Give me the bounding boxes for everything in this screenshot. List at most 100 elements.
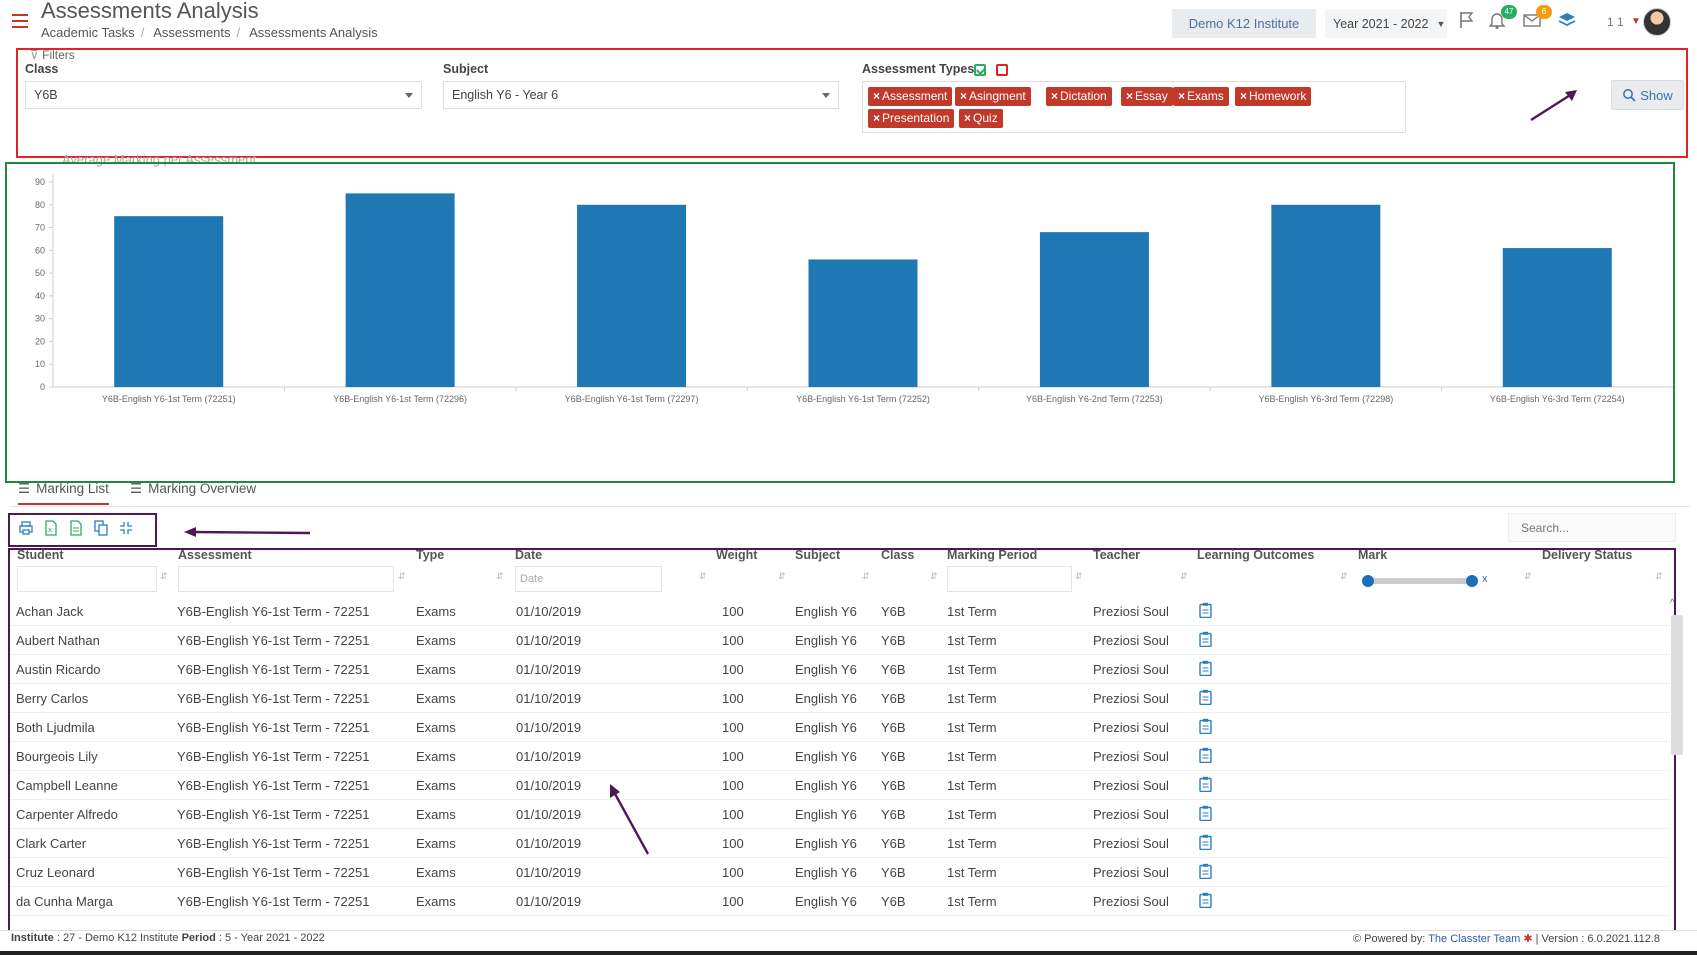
table-row[interactable]: Austin Ricardo Y6B-English Y6-1st Term - … xyxy=(10,655,1670,684)
chart-bar[interactable] xyxy=(577,204,687,387)
chart-bar[interactable] xyxy=(114,216,224,387)
sort-icon[interactable]: ⇵ xyxy=(1524,571,1532,581)
clipboard-icon[interactable] xyxy=(1199,747,1212,763)
type-tag-quiz[interactable]: × Quiz xyxy=(959,109,1003,128)
chart-bar[interactable] xyxy=(1502,248,1612,387)
chart-bar[interactable] xyxy=(1271,204,1381,387)
table-row[interactable]: Campbell Leanne Y6B-English Y6-1st Term -… xyxy=(10,771,1670,800)
table-row[interactable]: Clark Carter Y6B-English Y6-1st Term - 72… xyxy=(10,829,1670,858)
deselect-all-types-icon[interactable] xyxy=(996,64,1008,76)
table-search-input[interactable] xyxy=(1508,513,1676,542)
clipboard-icon[interactable] xyxy=(1199,805,1212,821)
sort-icon[interactable]: ⇵ xyxy=(160,571,168,581)
table-row[interactable]: Carpenter Alfredo Y6B-English Y6-1st Term… xyxy=(10,800,1670,829)
clipboard-icon[interactable] xyxy=(1199,689,1212,705)
scroll-up-icon[interactable]: ^ xyxy=(1670,598,1675,609)
flag-icon[interactable] xyxy=(1455,10,1479,34)
clipboard-icon[interactable] xyxy=(1199,892,1212,908)
col-learning-outcomes[interactable]: Learning Outcomes xyxy=(1197,548,1315,562)
sort-icon[interactable]: ⇵ xyxy=(778,571,786,581)
sort-icon[interactable]: ⇵ xyxy=(1075,571,1083,581)
page-title: Assessments Analysis xyxy=(41,0,259,23)
col-mark[interactable]: Mark xyxy=(1358,548,1388,562)
table-row[interactable]: Cruz Leonard Y6B-English Y6-1st Term - 72… xyxy=(10,858,1670,887)
chart-bar[interactable] xyxy=(1039,232,1149,387)
hamburger-icon[interactable] xyxy=(12,14,28,28)
sort-icon[interactable]: ⇵ xyxy=(1340,571,1348,581)
mark-range-max-handle[interactable] xyxy=(1466,575,1478,587)
breadcrumb-assessments[interactable]: Assessments xyxy=(153,25,231,40)
sort-icon[interactable]: ⇵ xyxy=(1180,571,1188,581)
type-tag-asingment[interactable]: × Asingment xyxy=(955,87,1031,106)
type-tag-assessment[interactable]: × Assessment xyxy=(868,87,953,106)
marking-period-filter-input[interactable] xyxy=(947,566,1072,592)
table-row[interactable]: Achan Jack Y6B-English Y6-1st Term - 7225… xyxy=(10,597,1670,626)
bell-icon[interactable]: 47 xyxy=(1485,5,1517,34)
assessment-types-multiselect[interactable]: × Assessment × Asingment × Dictation × Essay… xyxy=(862,81,1406,133)
type-tag-homework[interactable]: × Homework xyxy=(1235,87,1312,106)
chart-bar[interactable] xyxy=(808,259,918,387)
copy-icon[interactable] xyxy=(94,520,108,536)
institute-button[interactable]: Demo K12 Institute xyxy=(1172,9,1316,38)
clipboard-icon[interactable] xyxy=(1199,776,1212,792)
clipboard-icon[interactable] xyxy=(1199,834,1212,850)
table-row[interactable]: Bourgeois Lily Y6B-English Y6-1st Term - … xyxy=(10,742,1670,771)
type-tag-essay[interactable]: × Essay xyxy=(1121,87,1173,106)
col-class[interactable]: Class xyxy=(881,548,915,562)
tab-marking-list[interactable]: ☰ Marking List xyxy=(18,481,109,505)
table-row[interactable]: Both Ljudmila Y6B-English Y6-1st Term - 7… xyxy=(10,713,1670,742)
chart-bar[interactable] xyxy=(345,193,455,387)
breadcrumb-academic-tasks[interactable]: Academic Tasks xyxy=(41,25,135,40)
sort-icon[interactable]: ⇵ xyxy=(699,571,707,581)
table-scrollbar[interactable] xyxy=(1671,615,1683,755)
tab-marking-overview[interactable]: ☰ Marking Overview xyxy=(130,481,256,497)
mark-range-slider[interactable] xyxy=(1366,578,1476,584)
col-student[interactable]: Student xyxy=(17,548,64,562)
table-row[interactable]: da Cunha Marga Y6B-English Y6-1st Term - … xyxy=(10,887,1670,916)
table-row[interactable]: Aubert Nathan Y6B-English Y6-1st Term - 7… xyxy=(10,626,1670,655)
col-marking-period[interactable]: Marking Period xyxy=(947,548,1038,562)
table-row[interactable]: Berry Carlos Y6B-English Y6-1st Term - 72… xyxy=(10,684,1670,713)
date-filter-input[interactable]: Date xyxy=(515,566,662,592)
clipboard-icon[interactable] xyxy=(1199,602,1212,618)
col-date[interactable]: Date xyxy=(515,548,543,562)
excel-icon[interactable]: x xyxy=(44,520,58,536)
col-assessment[interactable]: Assessment xyxy=(178,548,252,562)
mark-range-min-handle[interactable] xyxy=(1362,575,1374,587)
filters-panel xyxy=(16,48,1688,158)
sort-icon[interactable]: ⇵ xyxy=(862,571,870,581)
print-icon[interactable] xyxy=(19,520,33,536)
subject-select[interactable]: English Y6 - Year 6 xyxy=(443,81,839,109)
type-tag-presentation[interactable]: × Presentation xyxy=(868,109,955,128)
cell-weight: 100 xyxy=(722,662,744,677)
clipboard-icon[interactable] xyxy=(1199,718,1212,734)
show-button[interactable]: Show xyxy=(1611,80,1684,110)
col-subject[interactable]: Subject xyxy=(795,548,841,562)
user-menu-caret-icon[interactable]: ▼ xyxy=(1631,16,1641,27)
col-delivery-status[interactable]: Delivery Status xyxy=(1542,548,1633,562)
sort-icon[interactable]: ⇵ xyxy=(930,571,938,581)
sort-icon[interactable]: ⇵ xyxy=(398,571,406,581)
layers-icon[interactable] xyxy=(1555,10,1579,34)
clear-range-icon[interactable]: x xyxy=(1482,573,1488,585)
footer-classter-link[interactable]: The Classter Team xyxy=(1428,933,1521,945)
clipboard-icon[interactable] xyxy=(1199,863,1212,879)
col-teacher[interactable]: Teacher xyxy=(1093,548,1141,562)
col-type[interactable]: Type xyxy=(416,548,445,562)
type-tag-exams[interactable]: × Exams xyxy=(1173,87,1229,106)
clipboard-icon[interactable] xyxy=(1199,631,1212,647)
select-all-types-icon[interactable] xyxy=(974,64,986,76)
col-weight[interactable]: Weight xyxy=(716,548,758,562)
student-filter-input[interactable] xyxy=(17,566,157,592)
avatar[interactable] xyxy=(1643,8,1671,36)
sort-icon[interactable]: ⇵ xyxy=(496,571,504,581)
year-select[interactable]: Year 2021 - 2022 ▼ xyxy=(1325,9,1447,38)
type-tag-dictation[interactable]: × Dictation xyxy=(1046,87,1112,106)
sort-icon[interactable]: ⇵ xyxy=(1655,571,1663,581)
assessment-filter-input[interactable] xyxy=(178,566,394,592)
mail-icon[interactable]: 6 xyxy=(1520,5,1552,34)
compress-icon[interactable] xyxy=(119,520,133,536)
class-select[interactable]: Y6B xyxy=(25,81,422,109)
csv-icon[interactable] xyxy=(69,520,83,536)
clipboard-icon[interactable] xyxy=(1199,660,1212,676)
